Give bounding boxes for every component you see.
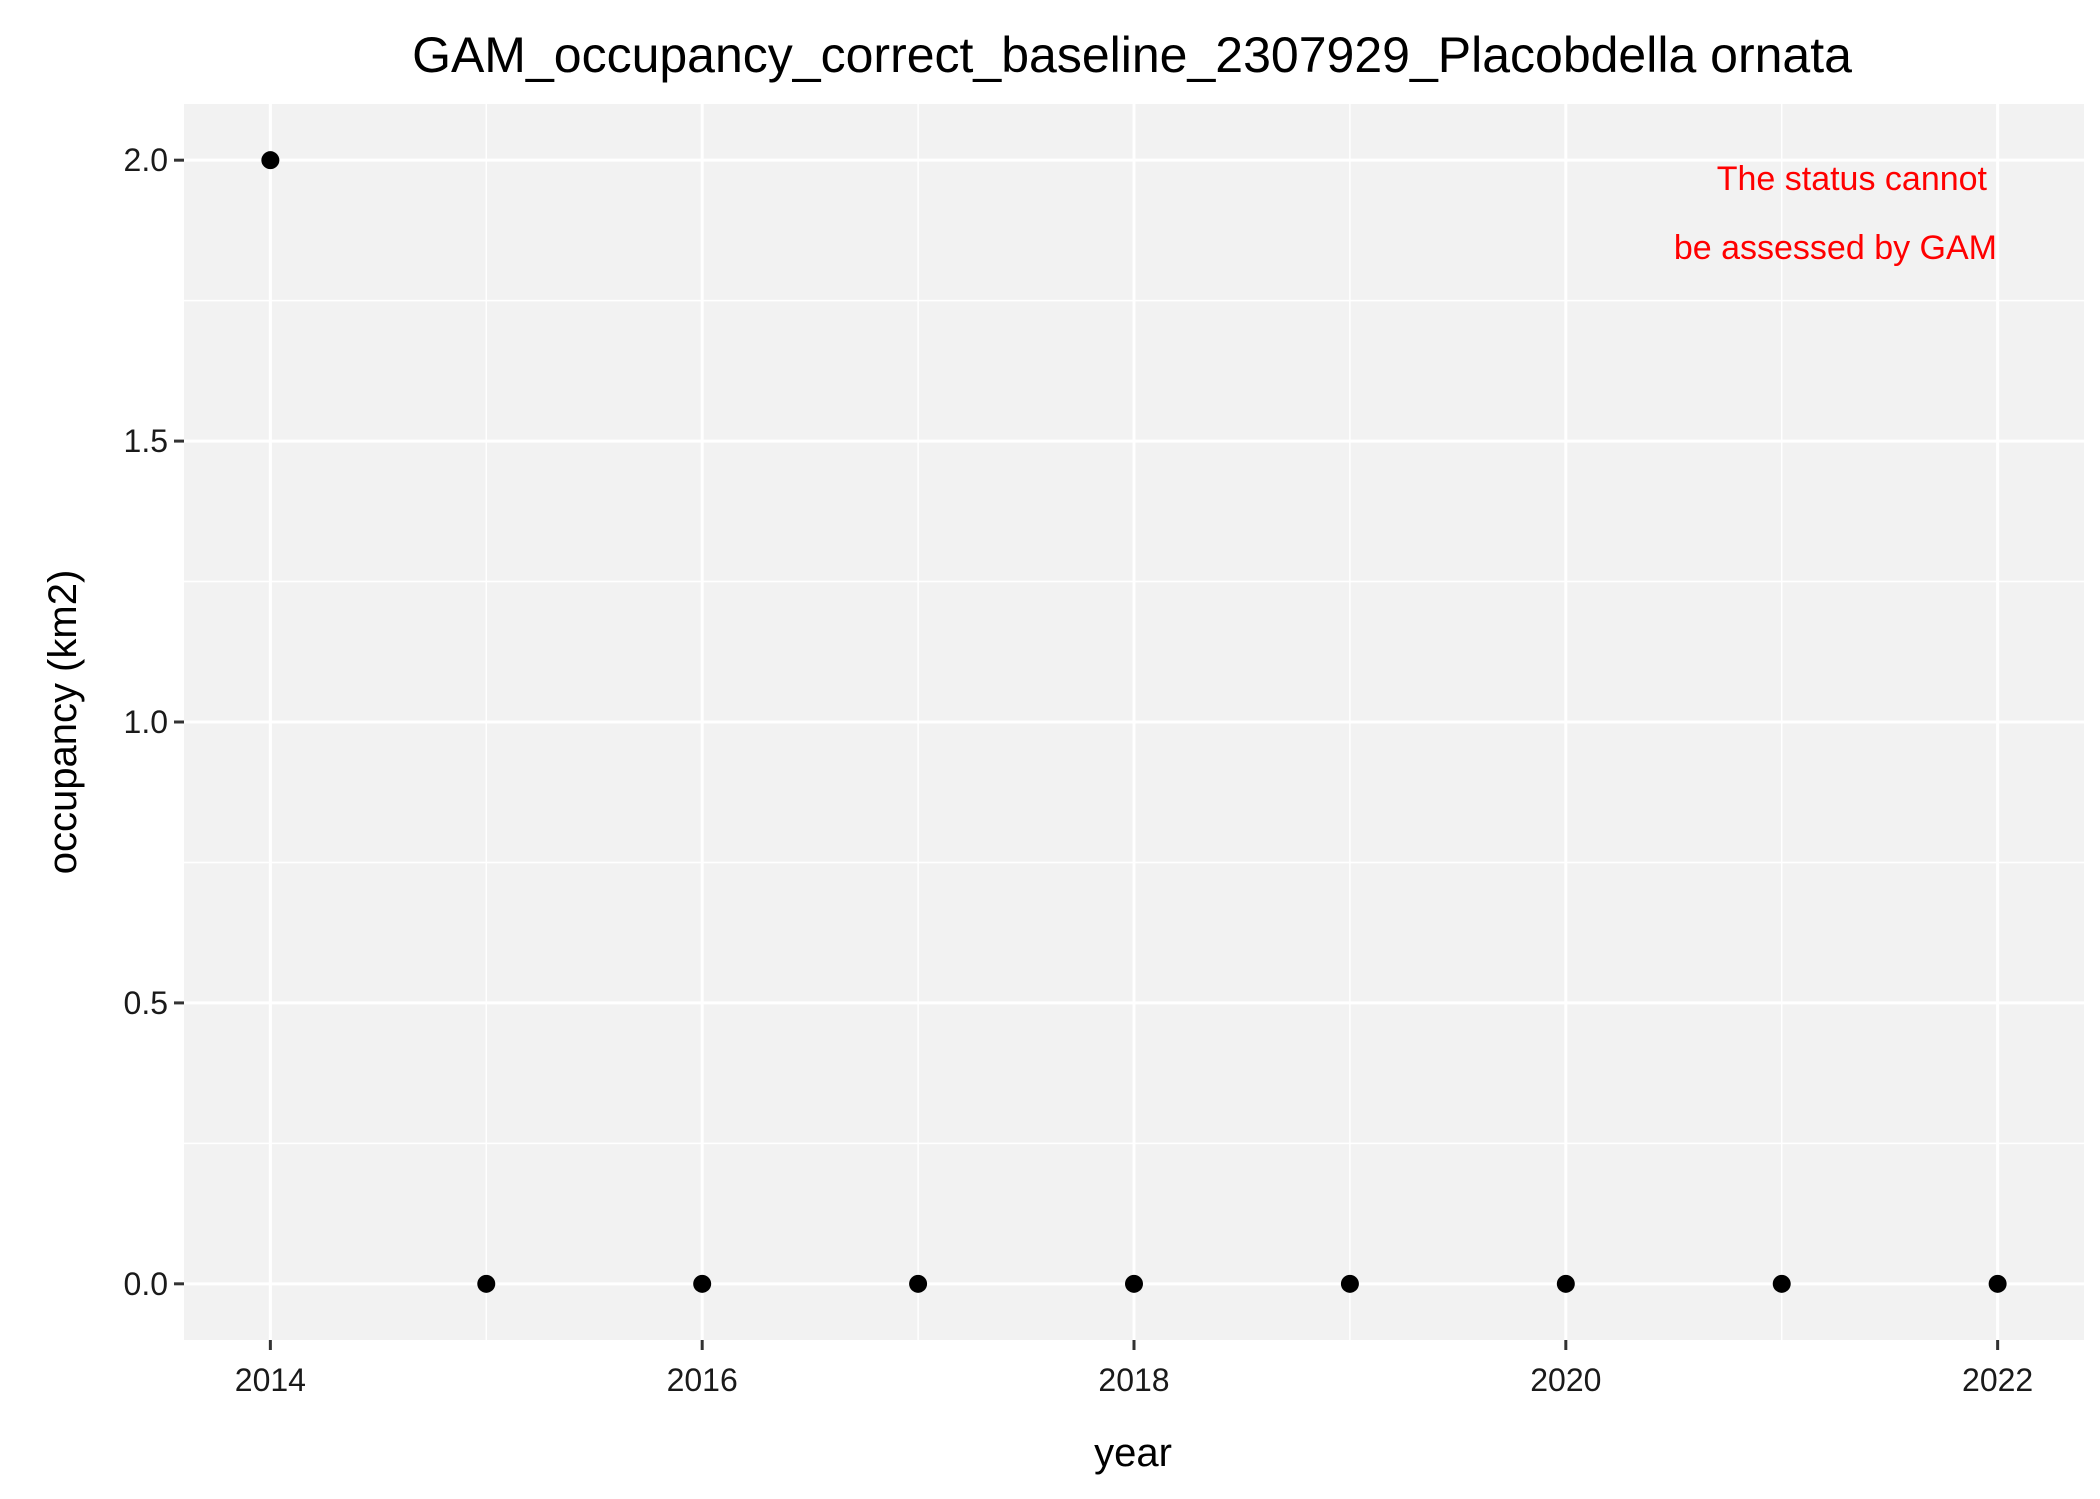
y-tick-label: 0.5 bbox=[124, 985, 168, 1021]
data-point bbox=[477, 1274, 496, 1293]
data-point bbox=[693, 1274, 712, 1293]
data-point bbox=[1988, 1274, 2007, 1293]
x-tick-label: 2018 bbox=[1098, 1362, 1169, 1398]
y-axis: 0.0 0.5 1.0 1.5 2.0 bbox=[124, 142, 184, 1302]
grid-major-lines bbox=[184, 104, 2084, 1340]
data-point bbox=[1772, 1274, 1791, 1293]
x-tick-label: 2020 bbox=[1530, 1362, 1601, 1398]
y-tick-label: 1.0 bbox=[124, 704, 168, 740]
data-point bbox=[1125, 1274, 1143, 1293]
x-tick-label: 2022 bbox=[1962, 1362, 2033, 1398]
data-point bbox=[1556, 1274, 1575, 1293]
y-axis-title: occupancy (km2) bbox=[41, 570, 85, 875]
chart-title: GAM_occupancy_correct_baseline_2307929_P… bbox=[412, 27, 1852, 83]
y-tick-label: 0.0 bbox=[124, 1266, 168, 1302]
y-tick-label: 2.0 bbox=[124, 142, 168, 178]
y-tick-label: 1.5 bbox=[124, 423, 168, 459]
data-point bbox=[1340, 1274, 1359, 1293]
annotation-line-1: The status cannot bbox=[1717, 160, 1988, 198]
data-point bbox=[261, 151, 280, 170]
x-axis: 2014 2016 2018 2020 2022 bbox=[235, 1340, 2033, 1398]
annotation-line-2: be assessed by GAM bbox=[1674, 229, 1997, 267]
x-tick-label: 2014 bbox=[235, 1362, 306, 1398]
x-tick-label: 2016 bbox=[667, 1362, 738, 1398]
data-points bbox=[261, 151, 2007, 1293]
x-axis-title: year bbox=[1094, 1431, 1172, 1475]
data-point bbox=[909, 1274, 928, 1293]
